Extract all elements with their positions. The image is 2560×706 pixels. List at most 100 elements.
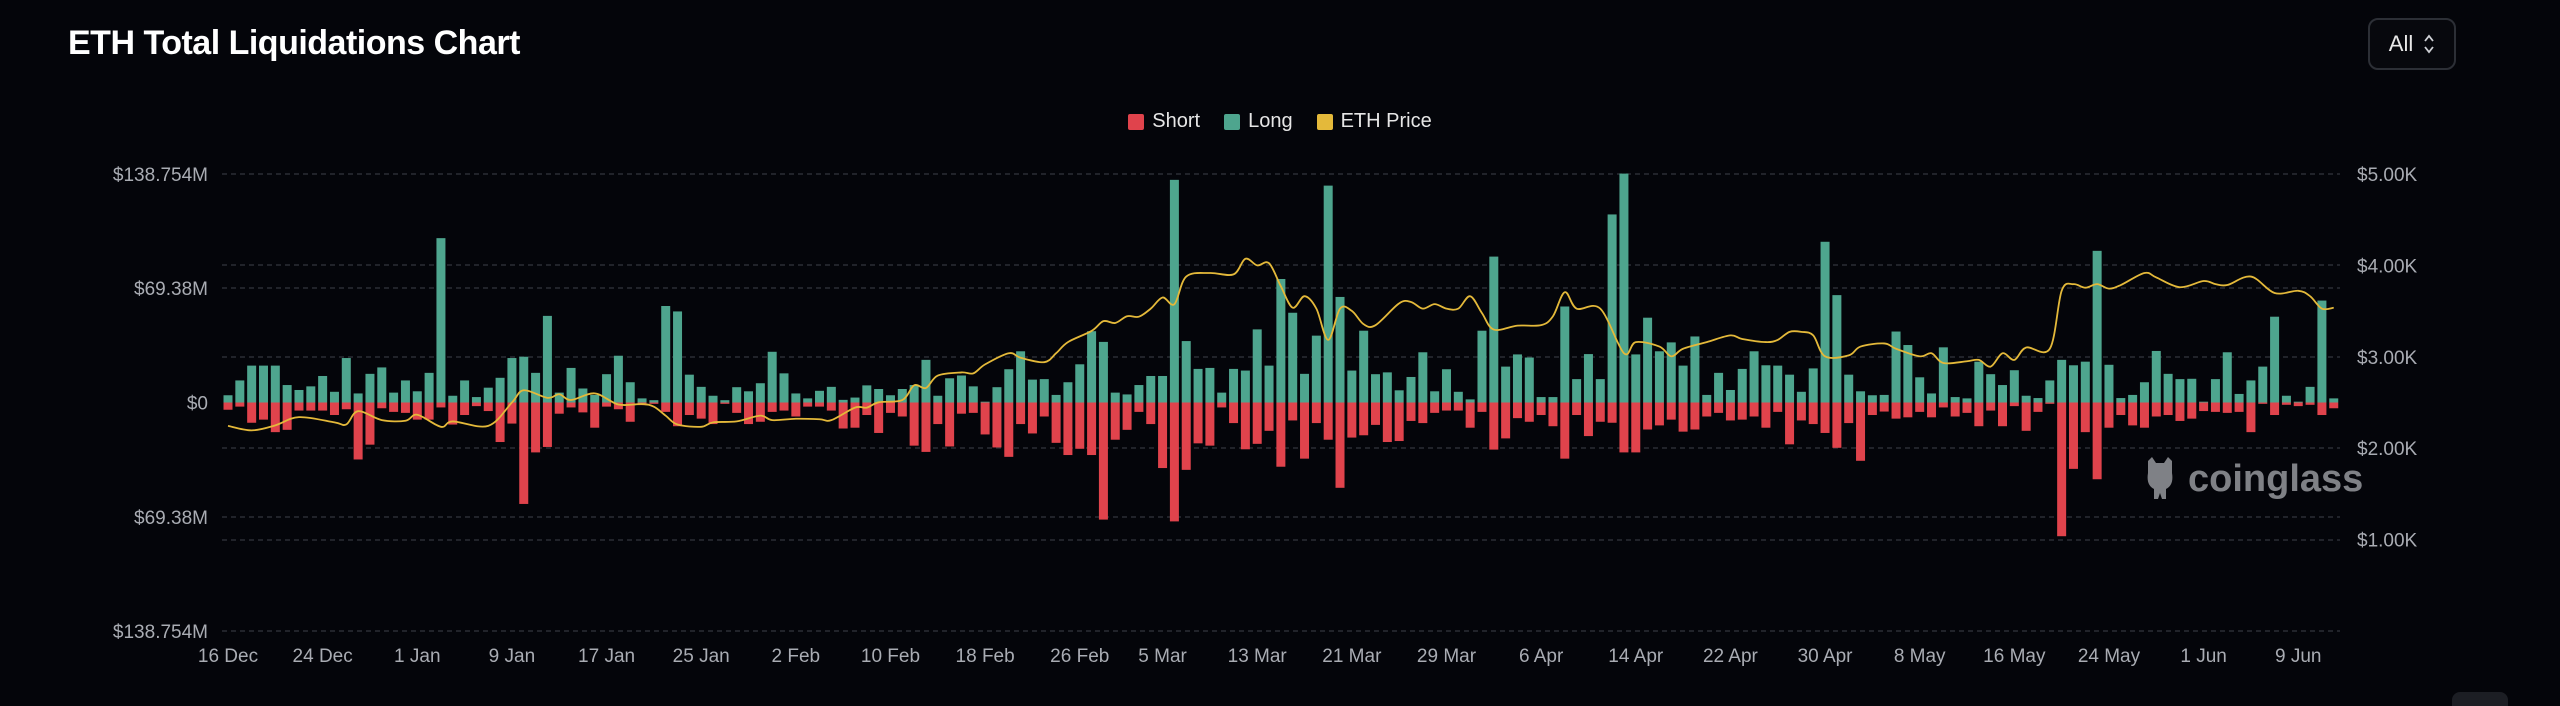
legend-swatch-short bbox=[1128, 113, 1145, 130]
page-title: ETH Total Liquidations Chart bbox=[68, 24, 520, 62]
long-bar bbox=[933, 395, 943, 403]
short-bar bbox=[578, 402, 588, 413]
short-bar bbox=[2104, 402, 2114, 428]
short-bar bbox=[436, 402, 446, 408]
short-bar bbox=[1536, 402, 1546, 416]
long-bar bbox=[2258, 366, 2268, 403]
long-bar bbox=[1867, 395, 1877, 403]
long-bar bbox=[1335, 296, 1345, 403]
short-bar bbox=[531, 402, 541, 453]
left-axis-tick-label: $69.38M bbox=[134, 279, 208, 300]
short-bar bbox=[1690, 402, 1700, 430]
long-bar bbox=[1595, 379, 1605, 403]
short-bar bbox=[1371, 402, 1381, 425]
long-bar bbox=[1915, 377, 1925, 403]
long-bar bbox=[2139, 382, 2149, 403]
short-bar bbox=[945, 402, 955, 447]
corner-button[interactable] bbox=[2452, 692, 2508, 706]
short-bar bbox=[1169, 402, 1179, 522]
short-bar bbox=[1524, 402, 1534, 422]
legend-item-long[interactable]: Long bbox=[1224, 110, 1293, 133]
short-bar bbox=[1406, 402, 1416, 421]
short-bar bbox=[1962, 402, 1972, 413]
short-bar bbox=[649, 402, 659, 404]
x-axis-tick-label: 29 Mar bbox=[1417, 646, 1477, 667]
short-bar bbox=[223, 402, 233, 410]
long-bar bbox=[1856, 391, 1866, 403]
long-bar bbox=[436, 238, 446, 403]
range-select[interactable]: All bbox=[2368, 18, 2456, 70]
short-bar bbox=[1205, 402, 1215, 446]
short-bar bbox=[885, 402, 895, 413]
axes: $138.754M $69.38M $0 $69.38M $138.754M $5.00K… bbox=[113, 165, 2418, 667]
long-bar bbox=[992, 387, 1002, 403]
short-bar bbox=[2293, 402, 2303, 407]
short-bar bbox=[1678, 402, 1688, 432]
short-bar bbox=[1039, 402, 1049, 417]
short-bar bbox=[2305, 402, 2315, 405]
long-bar bbox=[637, 398, 647, 403]
long-bar bbox=[909, 385, 919, 403]
long-bar bbox=[1903, 345, 1913, 403]
short-bar bbox=[2270, 402, 2280, 416]
short-bar bbox=[803, 402, 813, 407]
short-bar bbox=[933, 402, 943, 425]
short-bar bbox=[400, 402, 410, 413]
long-bar bbox=[1347, 370, 1357, 403]
x-axis-tick-label: 24 Dec bbox=[293, 646, 353, 667]
short-bar bbox=[1607, 402, 1617, 423]
long-bar bbox=[1619, 173, 1629, 403]
long-bar bbox=[2210, 379, 2220, 403]
short-bar bbox=[720, 402, 730, 404]
legend-item-eth-price[interactable]: ETH Price bbox=[1316, 110, 1432, 133]
long-bar bbox=[1524, 357, 1534, 403]
long-bar bbox=[732, 387, 742, 403]
x-axis-tick-label: 17 Jan bbox=[578, 646, 635, 667]
short-bar bbox=[1311, 402, 1321, 424]
long-bar bbox=[2199, 401, 2209, 403]
short-bar bbox=[507, 402, 517, 424]
long-bar bbox=[720, 400, 730, 403]
long-bar bbox=[2234, 393, 2244, 403]
short-bar bbox=[318, 402, 328, 411]
long-bar bbox=[282, 385, 292, 403]
long-bar bbox=[945, 378, 955, 403]
short-bar bbox=[1938, 402, 1948, 408]
x-axis-tick-label: 30 Apr bbox=[1798, 646, 1854, 667]
short-bar bbox=[1276, 402, 1286, 467]
short-bar bbox=[1856, 402, 1866, 461]
long-bar bbox=[744, 391, 754, 403]
short-bar bbox=[519, 402, 529, 504]
short-bar bbox=[791, 402, 801, 417]
long-bar bbox=[708, 395, 718, 403]
long-bar bbox=[235, 380, 245, 403]
long-bar bbox=[1832, 295, 1842, 403]
left-axis-tick-label: $69.38M bbox=[134, 508, 208, 529]
short-bar bbox=[1891, 402, 1901, 419]
long-bar bbox=[1181, 341, 1191, 403]
long-bar bbox=[1938, 347, 1948, 403]
long-bar bbox=[2116, 398, 2126, 403]
long-bar bbox=[1927, 393, 1937, 403]
short-bar bbox=[2045, 402, 2055, 404]
short-bar bbox=[2210, 402, 2220, 412]
long-bar bbox=[838, 399, 848, 403]
short-bar bbox=[1619, 402, 1629, 453]
long-bar bbox=[329, 391, 339, 403]
short-bar bbox=[921, 402, 931, 452]
long-bar bbox=[1146, 375, 1156, 403]
long-bar bbox=[1820, 241, 1830, 403]
long-bar bbox=[2009, 370, 2019, 403]
legend-item-short[interactable]: Short bbox=[1128, 110, 1200, 133]
short-bar bbox=[755, 402, 765, 422]
long-bar bbox=[850, 397, 860, 403]
long-bar bbox=[791, 393, 801, 403]
short-bar bbox=[2234, 402, 2244, 412]
long-bar bbox=[897, 388, 907, 403]
long-bar bbox=[471, 397, 481, 403]
x-axis-tick-label: 9 Jan bbox=[489, 646, 535, 667]
long-bar bbox=[1453, 391, 1463, 403]
short-bar bbox=[708, 402, 718, 425]
short-bar bbox=[1288, 402, 1298, 421]
